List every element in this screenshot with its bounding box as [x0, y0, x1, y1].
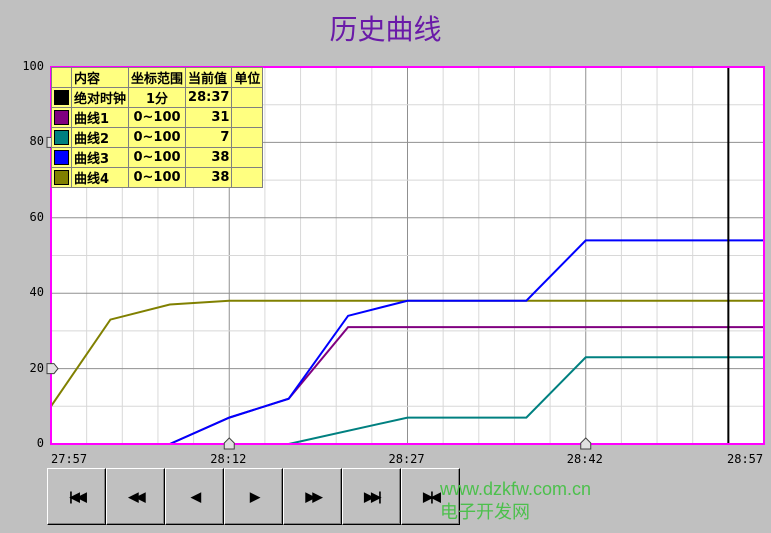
x-tick-label: 28:57: [727, 452, 764, 466]
legend-swatch-cell: [51, 167, 72, 188]
legend-row: 曲线2 0~100 7: [51, 127, 264, 148]
legend-range: 0~100: [128, 127, 187, 148]
y-marker-handle[interactable]: [46, 363, 59, 375]
color-swatch: [54, 90, 69, 105]
legend-header: 当前值: [185, 67, 233, 88]
y-tick-label: 80: [29, 134, 44, 149]
y-tick-label: 60: [29, 209, 44, 224]
legend-header-swatch: [51, 67, 72, 88]
x-marker-handle[interactable]: [223, 437, 235, 450]
page-title: 历史曲线: [329, 13, 442, 46]
watermark: www.dzkfw.com.cn 电子开发网: [440, 478, 591, 524]
legend-value: 28:37: [185, 87, 233, 108]
first-button[interactable]: |◀◀: [47, 468, 106, 525]
legend-row: 绝对时钟 1分 28:37: [51, 87, 264, 108]
last-icon: ▶▶|: [364, 488, 382, 504]
forward-icon: ▶: [250, 488, 260, 504]
x-tick-label: 28:42: [566, 452, 603, 466]
legend-name: 绝对时钟: [70, 87, 130, 108]
legend-name: 曲线3: [70, 147, 130, 168]
legend-range: 0~100: [128, 147, 187, 168]
back-icon: ◀: [191, 488, 201, 504]
fast-back-button[interactable]: ◀◀: [106, 468, 165, 525]
legend-row: 曲线1 0~100 31: [51, 107, 264, 128]
x-marker-handle[interactable]: [580, 437, 592, 450]
legend-name: 曲线2: [70, 127, 130, 148]
y-tick-label: 0: [36, 436, 44, 450]
legend-name: 曲线1: [70, 107, 130, 128]
color-swatch: [54, 110, 69, 125]
legend-range: 0~100: [128, 107, 187, 128]
legend-value: 31: [185, 107, 233, 128]
y-tick-label: 40: [29, 285, 44, 300]
color-swatch: [54, 170, 69, 185]
x-tick-label: 28:27: [388, 452, 425, 466]
fast-back-icon: ◀◀: [128, 488, 146, 504]
series-line-4: [169, 239, 764, 445]
legend-unit: [231, 107, 264, 128]
zoom-button[interactable]: ▶|◀: [401, 468, 460, 525]
forward-button[interactable]: ▶: [224, 468, 283, 525]
playback-toolbar: |◀◀ ◀◀ ◀ ▶ ▶▶ ▶▶| ▶|◀: [47, 468, 460, 525]
first-icon: |◀◀: [69, 488, 87, 504]
watermark-url: www.dzkfw.com.cn: [440, 479, 592, 499]
legend-row: 曲线4 0~100 38: [51, 167, 264, 188]
legend-range: 0~100: [128, 167, 187, 188]
y-tick-label: 20: [29, 360, 44, 375]
legend-unit: [231, 167, 264, 188]
legend-swatch-cell: [51, 107, 72, 128]
legend-swatch-cell: [51, 127, 72, 148]
legend-header: 坐标范围: [128, 67, 187, 88]
legend-unit: [231, 127, 264, 148]
legend-unit: [231, 147, 264, 168]
legend-header: 内容: [70, 67, 130, 88]
legend-unit: [231, 87, 264, 108]
zoom-icon: ▶|◀: [423, 488, 441, 504]
legend-value: 38: [185, 167, 233, 188]
x-tick-label: 27:57: [51, 452, 88, 466]
legend-swatch-cell: [51, 87, 72, 108]
back-button[interactable]: ◀: [165, 468, 224, 525]
color-swatch: [54, 130, 69, 145]
legend-table: 内容 坐标范围 当前值 单位 绝对时钟 1分 28:37 曲线1 0~100 31 曲线2 0~100…: [51, 67, 264, 188]
legend-value: 38: [185, 147, 233, 168]
legend-value: 7: [185, 127, 233, 148]
plot-border: [50, 66, 765, 445]
color-swatch: [54, 150, 69, 165]
y-tick-label: 100: [22, 59, 44, 73]
legend-row: 曲线3 0~100 38: [51, 147, 264, 168]
legend-range: 1分: [128, 87, 187, 108]
legend-header: 单位: [231, 67, 264, 88]
last-button[interactable]: ▶▶|: [342, 468, 401, 525]
legend-swatch-cell: [51, 147, 72, 168]
series-line-3: [288, 356, 764, 445]
fast-forward-button[interactable]: ▶▶: [283, 468, 342, 525]
fast-forward-icon: ▶▶: [305, 488, 323, 504]
legend-name: 曲线4: [70, 167, 130, 188]
x-tick-label: 28:12: [210, 452, 247, 466]
watermark-text: 电子开发网: [440, 502, 530, 522]
